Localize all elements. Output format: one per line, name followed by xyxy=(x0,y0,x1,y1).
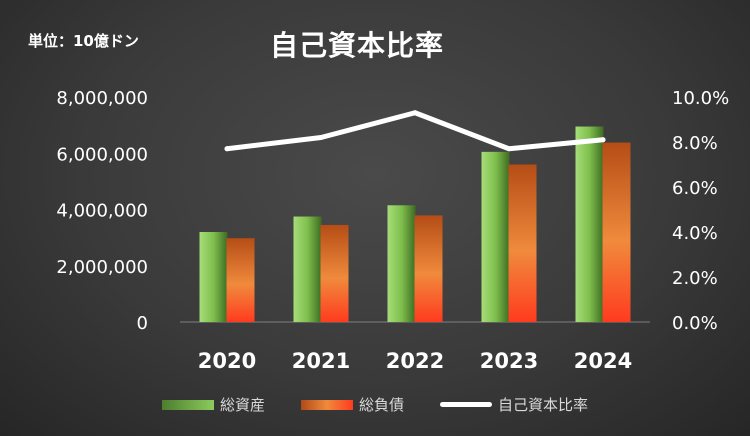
y-right-tick-label: 6.0% xyxy=(672,178,718,199)
x-category-label: 2024 xyxy=(574,349,632,373)
legend-label-assets: 総資産 xyxy=(219,396,265,414)
ratio-line[interactable] xyxy=(224,110,606,152)
x-category-label: 2023 xyxy=(480,349,538,373)
bar-liabilities[interactable] xyxy=(602,142,631,322)
legend-item-assets[interactable]: 総資産 xyxy=(161,394,265,415)
legend-swatch-ratio xyxy=(440,402,492,407)
x-category-label: 2020 xyxy=(198,349,256,373)
legend-label-ratio: 自己資本比率 xyxy=(498,396,589,414)
bar-assets[interactable] xyxy=(199,232,228,322)
legend-swatch-assets xyxy=(161,399,214,410)
x-category-label: 2022 xyxy=(386,349,444,373)
bar-liabilities[interactable] xyxy=(508,164,537,323)
bar-assets[interactable] xyxy=(575,126,604,322)
y-left-tick-label: 6,000,000 xyxy=(56,144,148,165)
legend-item-liabilities[interactable]: 総負債 xyxy=(300,394,404,415)
ratio-point[interactable] xyxy=(600,137,606,143)
chart-title: 自己資本比率 xyxy=(270,29,445,62)
x-category-label: 2021 xyxy=(292,349,350,373)
y-right-tick-label: 8.0% xyxy=(672,133,718,154)
y-left-tick-label: 4,000,000 xyxy=(56,201,148,222)
bar-assets[interactable] xyxy=(293,216,322,322)
bar-liabilities[interactable] xyxy=(226,238,255,322)
y-left-tick-label: 2,000,000 xyxy=(56,257,148,278)
y-left-tick-label: 0 xyxy=(137,313,148,334)
unit-label: 単位：10億ドン xyxy=(28,32,139,50)
bar-assets[interactable] xyxy=(481,151,510,322)
y-right-tick-label: 10.0% xyxy=(672,88,729,109)
y-right-tick-label: 2.0% xyxy=(672,268,718,289)
legend-label-liabilities: 総負債 xyxy=(358,396,404,414)
legend-item-ratio[interactable]: 自己資本比率 xyxy=(440,394,588,415)
y-right-tick-label: 4.0% xyxy=(672,223,718,244)
ratio-point[interactable] xyxy=(224,146,230,152)
bar-liabilities[interactable] xyxy=(320,224,349,322)
ratio-point[interactable] xyxy=(506,146,512,152)
ratio-point[interactable] xyxy=(412,110,418,116)
y-right-tick-label: 0.0% xyxy=(672,313,718,334)
y-left-tick-label: 8,000,000 xyxy=(56,88,148,109)
legend: 総資産 総負債 自己資本比率 xyxy=(0,394,750,415)
bar-liabilities[interactable] xyxy=(414,215,443,322)
legend-swatch-liabilities xyxy=(300,399,353,410)
ratio-point[interactable] xyxy=(318,135,324,140)
bar-assets[interactable] xyxy=(387,205,416,322)
